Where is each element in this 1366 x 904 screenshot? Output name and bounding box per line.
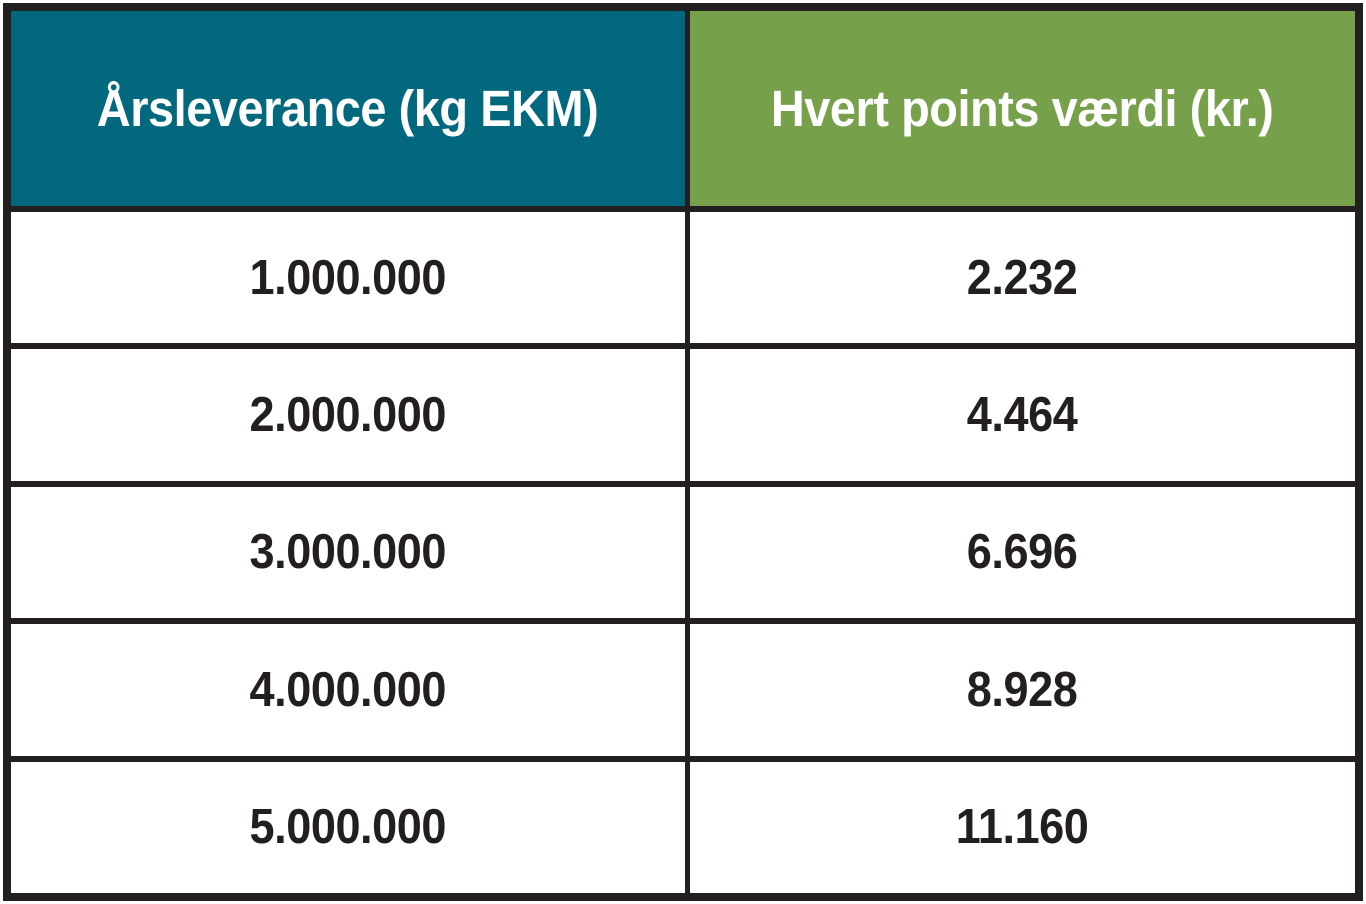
header-label-arsleverance: Årsleverance (kg EKM): [97, 80, 599, 137]
cell-value: 3.000.000: [249, 525, 447, 580]
header-label-points-vaerdi: Hvert points værdi (kr.): [771, 80, 1274, 137]
cell-value: 5.000.000: [249, 800, 447, 855]
table-cell-row3-vaerdi: 6.696: [689, 486, 1355, 619]
table-cell-row5-leverance: 5.000.000: [11, 761, 685, 893]
table-cell-row2-vaerdi: 4.464: [689, 349, 1355, 481]
points-value-table: Årsleverance (kg EKM) Hvert points værdi…: [3, 3, 1363, 901]
table-cell-row4-vaerdi: 8.928: [689, 624, 1355, 756]
cell-value: 6.696: [967, 525, 1078, 580]
cell-value: 4.000.000: [249, 662, 447, 717]
table-cell-row1-leverance: 1.000.000: [11, 212, 685, 344]
cell-value: 2.232: [967, 250, 1078, 305]
table-cell-row4-leverance: 4.000.000: [11, 624, 685, 756]
table-cell-row5-vaerdi: 11.160: [689, 761, 1355, 893]
cell-value: 4.464: [967, 388, 1078, 443]
header-cell-points-vaerdi: Hvert points værdi (kr.): [689, 11, 1355, 206]
cell-value: 2.000.000: [249, 388, 447, 443]
cell-value: 1.000.000: [249, 250, 447, 305]
cell-value: 8.928: [967, 662, 1078, 717]
table-cell-row1-vaerdi: 2.232: [689, 212, 1355, 344]
table-cell-row3-leverance: 3.000.000: [11, 486, 685, 619]
cell-value: 11.160: [956, 800, 1089, 855]
header-cell-arsleverance: Årsleverance (kg EKM): [11, 11, 685, 206]
table-cell-row2-leverance: 2.000.000: [11, 349, 685, 481]
